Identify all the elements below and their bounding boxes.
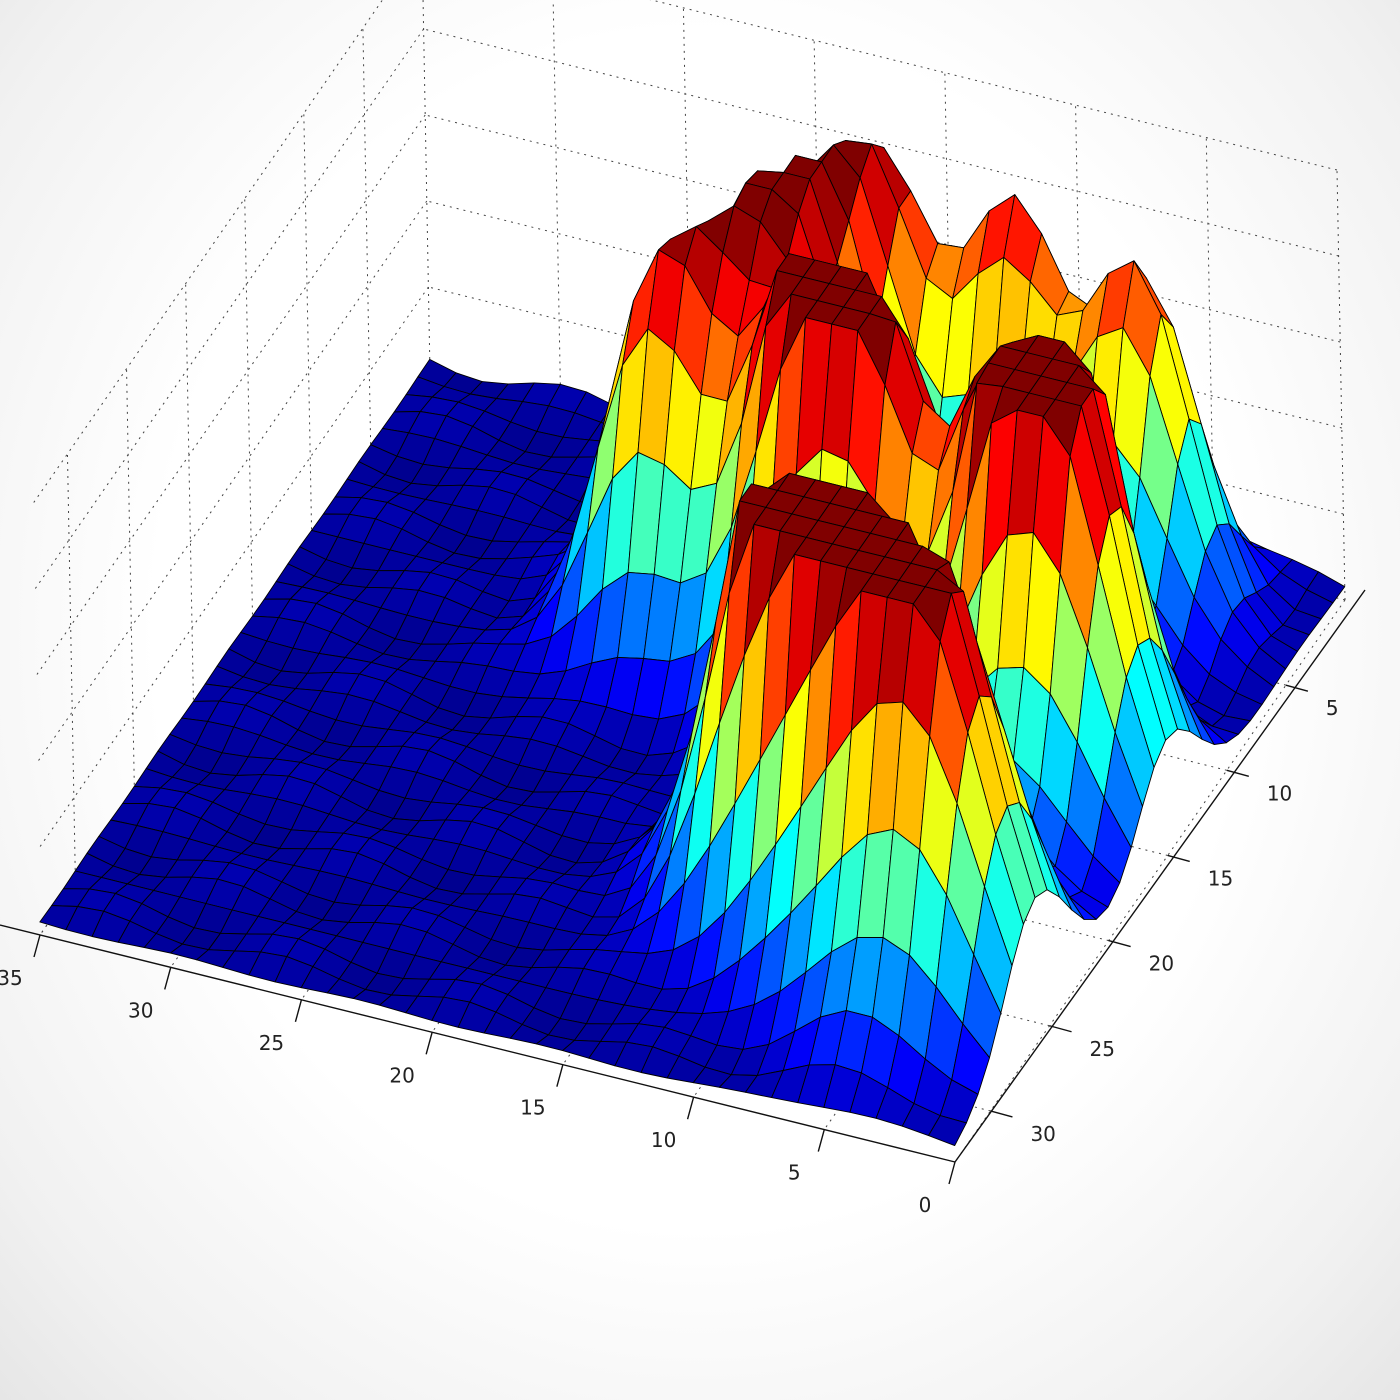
y-tick-label: 15 [1208, 866, 1233, 890]
grid-line [126, 368, 136, 799]
grid-line [428, 286, 1344, 515]
surface-face [928, 1115, 967, 1147]
x-tick-label: 35 [0, 966, 23, 990]
grid-line [552, 0, 562, 406]
x-tick-label: 15 [520, 1096, 545, 1120]
x-tick-mark [164, 967, 172, 990]
grid-line [423, 28, 1339, 257]
x-tick-mark [686, 1096, 695, 1120]
x-tick-label: 10 [651, 1128, 676, 1152]
grid-line [362, 28, 372, 459]
y-tick-mark [1049, 1025, 1072, 1033]
tick-labels: 0 5 10 15 20 25 30 35 5 10 15 20 25 30 [0, 684, 1339, 1217]
y-tick-mark [1108, 939, 1131, 948]
y-tick-label: 20 [1149, 952, 1174, 976]
grid-line [66, 453, 76, 884]
grid-line [31, 0, 384, 506]
y-tick-mark [1285, 684, 1309, 692]
x-tick-mark [817, 1129, 825, 1152]
y-tick-mark [1167, 854, 1190, 863]
x-tick-mark [294, 999, 303, 1023]
y-tick-mark [990, 1110, 1013, 1118]
x-tick-mark [556, 1064, 564, 1087]
x-tick-mark [948, 1161, 956, 1185]
x-tick-label: 25 [259, 1031, 284, 1055]
x-tick-label: 30 [128, 998, 153, 1022]
grid-line [244, 198, 254, 629]
grid-line [1336, 169, 1346, 601]
x-tick-mark [33, 934, 41, 958]
y-tick-label: 30 [1030, 1122, 1055, 1146]
y-tick-label: 25 [1090, 1037, 1115, 1061]
grid-line [303, 113, 313, 544]
grid-line [185, 283, 195, 714]
grid-line [425, 114, 1341, 343]
axes [0, 589, 1366, 1163]
x-tick-label: 0 [919, 1193, 932, 1217]
y-axis-line [954, 589, 1366, 1163]
surface-mesh [39, 140, 1346, 1147]
grid-line [649, 0, 1338, 171]
grid-line [426, 200, 1342, 429]
y-tick-label: 5 [1326, 696, 1339, 720]
grid-line [422, 0, 431, 374]
x-tick-mark [425, 1032, 433, 1055]
x-tick-label: 20 [389, 1063, 414, 1087]
x-axis-line [0, 924, 956, 1163]
y-tick-label: 10 [1267, 781, 1292, 805]
x-tick-label: 5 [788, 1161, 801, 1185]
y-tick-mark [1226, 769, 1250, 777]
